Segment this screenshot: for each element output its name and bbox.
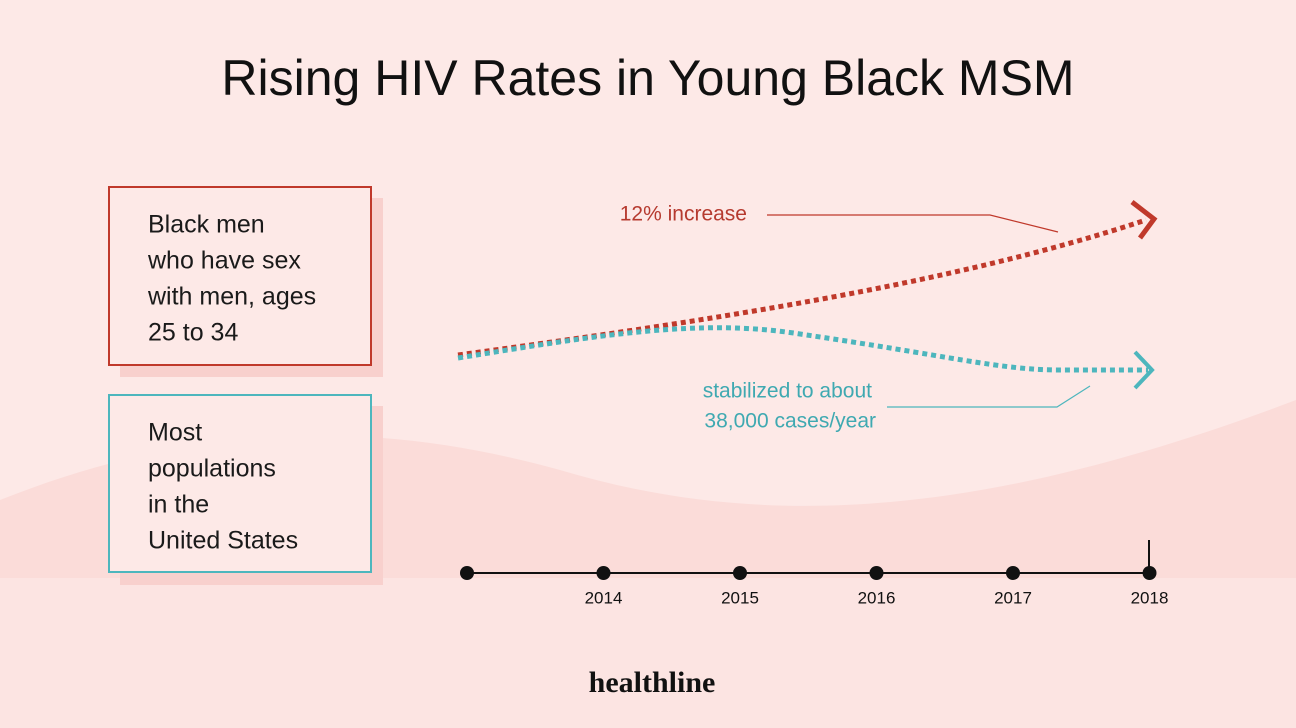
- legend-line: in the: [148, 491, 209, 519]
- brand-logo: healthline: [589, 666, 716, 699]
- timeline-dot: [869, 566, 884, 580]
- timeline-dot: [460, 566, 474, 580]
- legend-line: Black men: [148, 211, 265, 239]
- legend-line: who have sex: [147, 247, 301, 275]
- legend-box: [108, 186, 372, 366]
- legend-line: United States: [148, 527, 298, 555]
- teal-trend: [457, 325, 1148, 373]
- title: Rising HIV Rates in Young Black MSM: [221, 50, 1074, 106]
- legend-box: [108, 394, 372, 573]
- annotation: 38,000 cases/year: [704, 410, 876, 433]
- legend-text: Black men who have sex with men, ages 25 to…: [147, 211, 316, 347]
- legend-line: 25 to 34: [148, 319, 238, 347]
- background-band: [0, 578, 1296, 728]
- year-label: 2017: [994, 588, 1032, 607]
- legend-line: Most: [148, 419, 202, 447]
- year-label: 2016: [858, 588, 896, 607]
- legend-line: populations: [148, 455, 276, 483]
- timeline-dot: [1142, 566, 1157, 580]
- timeline: 2014 2015 2016 2017 2018: [585, 566, 1169, 607]
- year-label: 2018: [1131, 588, 1169, 607]
- timeline-dot: [1006, 566, 1020, 580]
- year-label: 2015: [721, 588, 759, 607]
- leader-line: [887, 385, 1091, 408]
- teal-arrowhead: [1133, 350, 1155, 390]
- timeline-dot: [733, 566, 747, 580]
- legend-line: with men, ages: [147, 283, 316, 311]
- legend-text: Most populations in the United States: [148, 419, 298, 555]
- annotation: stabilized to about: [703, 380, 872, 403]
- red-arrowhead: [1130, 200, 1158, 240]
- annotation: 12% increase: [620, 203, 747, 226]
- leader-line: [767, 214, 1059, 233]
- year-label: 2014: [585, 588, 623, 607]
- timeline-dot: [596, 566, 611, 580]
